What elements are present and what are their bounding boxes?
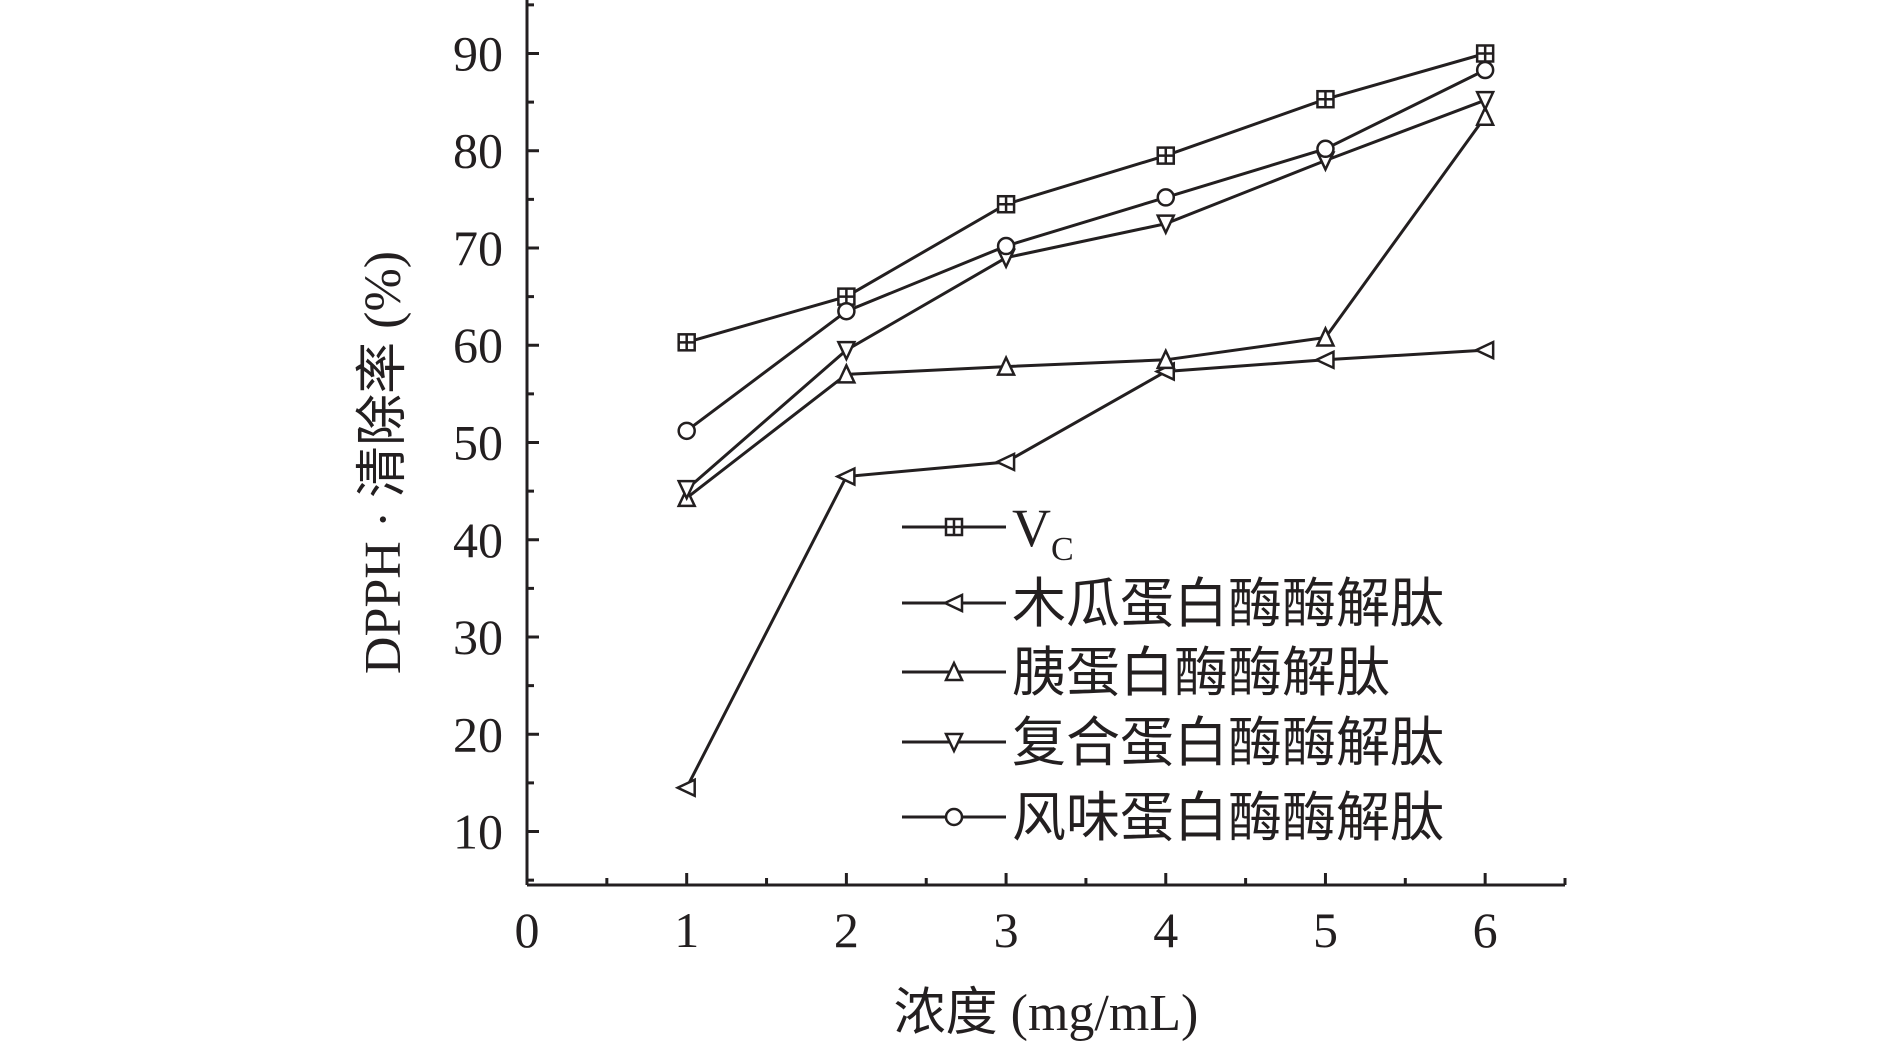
series-line <box>686 52 1486 344</box>
data-point <box>837 301 856 321</box>
x-tick-label: 0 <box>515 902 540 958</box>
series-line <box>685 348 1486 789</box>
series-2 <box>674 340 1495 798</box>
data-point <box>996 354 1017 376</box>
x-tick-label: 4 <box>1153 902 1178 958</box>
series-layer <box>674 44 1496 798</box>
x-tick-label: 1 <box>674 902 699 958</box>
data-point <box>1475 60 1495 80</box>
series-3 <box>676 104 1496 508</box>
data-point <box>1475 44 1495 63</box>
data-point <box>1155 214 1176 236</box>
legend-label: 复合蛋白酶酶解肽 <box>1012 713 1444 773</box>
legend-label: VC <box>1012 498 1074 568</box>
y-tick-label: 60 <box>453 317 503 373</box>
legend-label-subscript: C <box>1051 531 1074 568</box>
data-point <box>1316 89 1335 109</box>
data-point <box>836 362 857 384</box>
y-tick-label: 40 <box>453 512 503 568</box>
data-point <box>676 479 697 502</box>
data-point <box>996 236 1016 256</box>
legend-item: 风味蛋白酶酶解肽 <box>902 788 1444 848</box>
y-tick-label: 70 <box>453 220 503 276</box>
data-point <box>1313 349 1335 370</box>
data-point <box>1156 146 1176 165</box>
data-point <box>996 194 1016 214</box>
legend-item: VC <box>902 498 1074 568</box>
series-4 <box>676 90 1496 502</box>
legend-marker <box>944 660 964 682</box>
x-axis-title: 浓度 (mg/mL) <box>894 985 1199 1042</box>
data-point <box>1155 347 1176 370</box>
y-tick-label: 10 <box>453 804 503 860</box>
data-point <box>677 421 696 441</box>
legend-label: 胰蛋白酶酶解肽 <box>1012 643 1390 703</box>
legend-item: 复合蛋白酶酶解肽 <box>902 713 1444 773</box>
x-tick-label: 6 <box>1473 902 1498 958</box>
legend-label: 木瓜蛋白酶酶解肽 <box>1012 574 1444 634</box>
y-tick-label: 90 <box>453 25 503 81</box>
y-tick-label: 50 <box>453 415 503 471</box>
legend-label: 风味蛋白酶酶解肽 <box>1012 788 1444 848</box>
data-point <box>677 333 696 352</box>
y-axis-title: DPPH · 清除率 (%) <box>355 251 412 674</box>
data-point <box>1475 90 1496 113</box>
legend-marker <box>942 593 964 613</box>
data-point <box>834 466 856 487</box>
data-point <box>1473 340 1495 361</box>
y-tick-label: 20 <box>453 706 503 762</box>
series-line <box>685 98 1486 491</box>
series-line <box>685 115 1487 500</box>
y-tick-label: 30 <box>453 609 503 665</box>
data-point <box>1475 104 1496 126</box>
legend-item: 木瓜蛋白酶酶解肽 <box>902 574 1444 634</box>
legend-marker <box>944 517 964 537</box>
data-point <box>1156 188 1176 207</box>
series-line <box>685 68 1486 433</box>
data-point <box>1316 139 1335 159</box>
legend-item: 胰蛋白酶酶解肽 <box>902 643 1390 703</box>
series-5 <box>677 60 1495 441</box>
data-point <box>994 451 1016 472</box>
x-tick-label: 5 <box>1313 902 1338 958</box>
y-tick-label: 80 <box>453 123 503 179</box>
x-tick-label: 2 <box>834 902 859 958</box>
data-point <box>1315 325 1336 347</box>
x-tick-label: 3 <box>994 902 1019 958</box>
data-point <box>836 340 857 363</box>
legend-marker <box>944 732 964 754</box>
data-point <box>674 777 696 798</box>
series-1 <box>677 44 1495 352</box>
axes: 10 20 30 40 50 60 70 80 90 0 1 2 3 4 5 6 <box>453 0 1567 958</box>
legend-marker <box>944 807 964 827</box>
